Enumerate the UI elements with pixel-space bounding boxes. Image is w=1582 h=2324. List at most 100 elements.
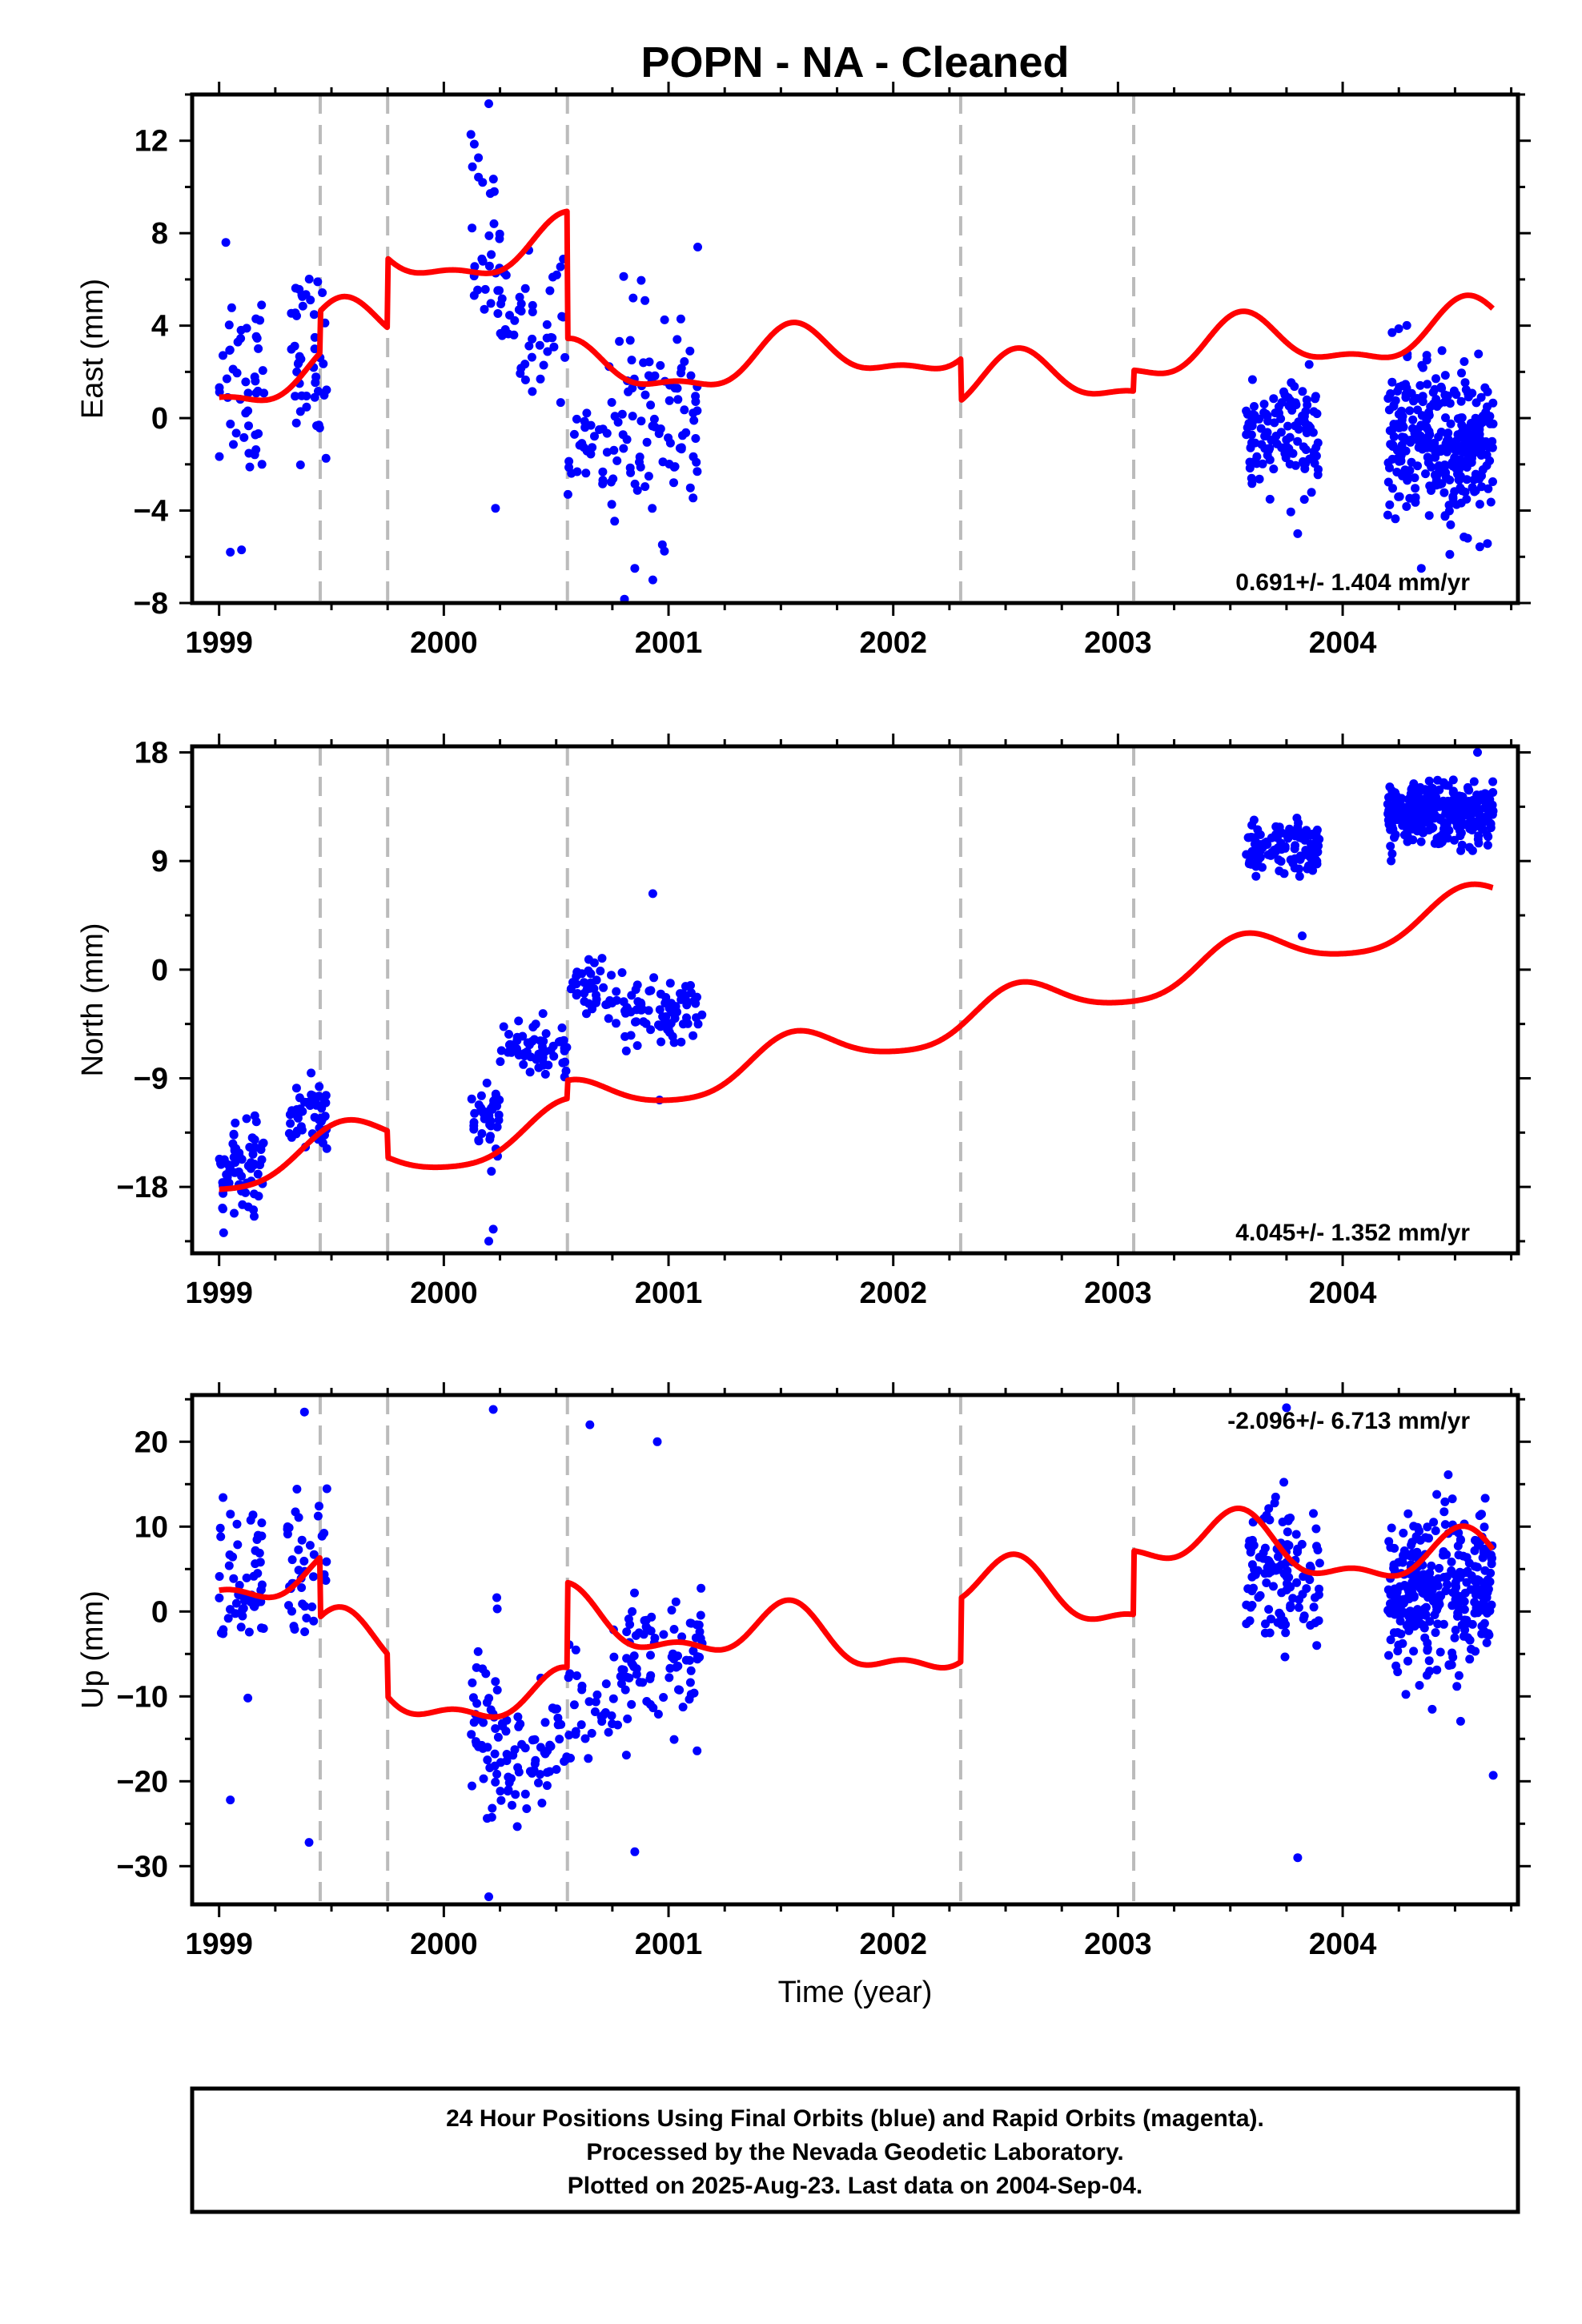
data-point xyxy=(543,1767,552,1777)
data-point xyxy=(286,1119,295,1128)
data-point xyxy=(236,325,246,335)
data-point xyxy=(1455,791,1464,801)
data-point xyxy=(541,1029,551,1039)
data-point xyxy=(608,474,618,484)
data-point xyxy=(599,983,608,992)
data-point xyxy=(225,1163,235,1172)
data-point xyxy=(1471,469,1480,479)
data-point xyxy=(1302,428,1311,437)
data-point xyxy=(1405,1594,1415,1603)
data-point xyxy=(1488,398,1498,408)
data-point xyxy=(468,223,477,233)
data-point xyxy=(604,1727,613,1737)
data-point xyxy=(1247,421,1257,431)
data-point xyxy=(492,1604,502,1614)
data-point xyxy=(676,314,685,324)
data-point xyxy=(617,968,627,977)
data-point xyxy=(582,408,592,418)
data-point xyxy=(1309,1509,1318,1518)
data-point xyxy=(660,546,669,556)
data-point xyxy=(1258,862,1267,872)
data-point xyxy=(1431,473,1441,483)
data-point xyxy=(681,428,691,437)
data-point xyxy=(1283,1527,1292,1537)
data-point xyxy=(1477,1510,1486,1519)
data-point xyxy=(1460,357,1469,366)
data-point xyxy=(648,889,657,899)
data-point xyxy=(253,386,263,396)
data-point xyxy=(1291,841,1300,850)
data-point xyxy=(692,1620,701,1630)
data-point xyxy=(1443,802,1453,812)
data-point xyxy=(233,1540,243,1550)
data-point xyxy=(1260,1543,1270,1553)
data-point xyxy=(539,1036,548,1046)
data-point xyxy=(1393,1667,1403,1677)
data-point xyxy=(1386,1542,1395,1552)
data-point xyxy=(1264,1504,1274,1514)
data-point xyxy=(1283,1516,1293,1526)
data-point xyxy=(215,1154,224,1164)
data-point xyxy=(1242,1600,1251,1610)
data-point xyxy=(1462,1553,1472,1562)
data-point xyxy=(290,341,299,351)
data-point xyxy=(1301,459,1311,468)
data-point xyxy=(659,1630,669,1639)
data-point xyxy=(671,1597,681,1606)
data-point xyxy=(1447,1660,1456,1670)
data-point xyxy=(1386,440,1395,449)
y-tick-label: 20 xyxy=(135,1425,168,1459)
data-point xyxy=(490,1749,500,1759)
data-point xyxy=(560,352,570,362)
data-point xyxy=(1284,444,1294,453)
data-point xyxy=(309,310,319,320)
data-point xyxy=(625,463,635,472)
data-point xyxy=(470,1108,480,1118)
data-point xyxy=(1402,1621,1411,1630)
data-point xyxy=(284,1128,294,1138)
y-tick-label: −10 xyxy=(117,1680,168,1714)
data-point xyxy=(241,377,251,387)
data-point xyxy=(322,1484,331,1494)
data-point xyxy=(634,1628,644,1638)
data-point xyxy=(686,371,696,380)
data-point xyxy=(666,999,676,1008)
data-point xyxy=(230,1146,239,1156)
data-point xyxy=(557,312,567,321)
data-point xyxy=(1423,1638,1432,1648)
data-point xyxy=(1407,457,1416,467)
data-point xyxy=(1386,1590,1395,1599)
x-tick-label: 2003 xyxy=(1084,1928,1152,1961)
data-point xyxy=(505,1039,515,1049)
data-point xyxy=(1426,1580,1435,1590)
data-point xyxy=(1394,1640,1403,1650)
data-point xyxy=(1428,388,1438,397)
data-point xyxy=(571,1727,580,1736)
rate-label-east: 0.691+/- 1.404 mm/yr xyxy=(1235,569,1470,596)
data-point xyxy=(237,1155,247,1164)
data-point xyxy=(580,1734,590,1743)
data-point xyxy=(248,1149,258,1159)
data-point xyxy=(670,384,680,393)
data-point xyxy=(1247,820,1257,830)
data-point xyxy=(602,448,612,457)
data-point xyxy=(1421,1533,1430,1542)
data-point xyxy=(619,271,628,281)
data-point xyxy=(304,1838,314,1848)
data-point xyxy=(486,1104,496,1114)
data-point xyxy=(548,1041,558,1051)
data-point xyxy=(1403,1656,1412,1666)
data-point xyxy=(536,1743,545,1752)
data-point xyxy=(230,1208,239,1218)
data-point xyxy=(1391,1606,1400,1616)
data-point xyxy=(1419,440,1429,448)
data-point xyxy=(693,243,702,251)
data-point xyxy=(1440,390,1450,400)
data-point xyxy=(1425,481,1435,491)
data-point xyxy=(1387,377,1397,387)
data-point xyxy=(484,99,493,108)
data-point xyxy=(478,178,488,187)
data-point xyxy=(497,331,507,340)
data-point xyxy=(1406,436,1415,444)
data-point xyxy=(491,1724,500,1733)
